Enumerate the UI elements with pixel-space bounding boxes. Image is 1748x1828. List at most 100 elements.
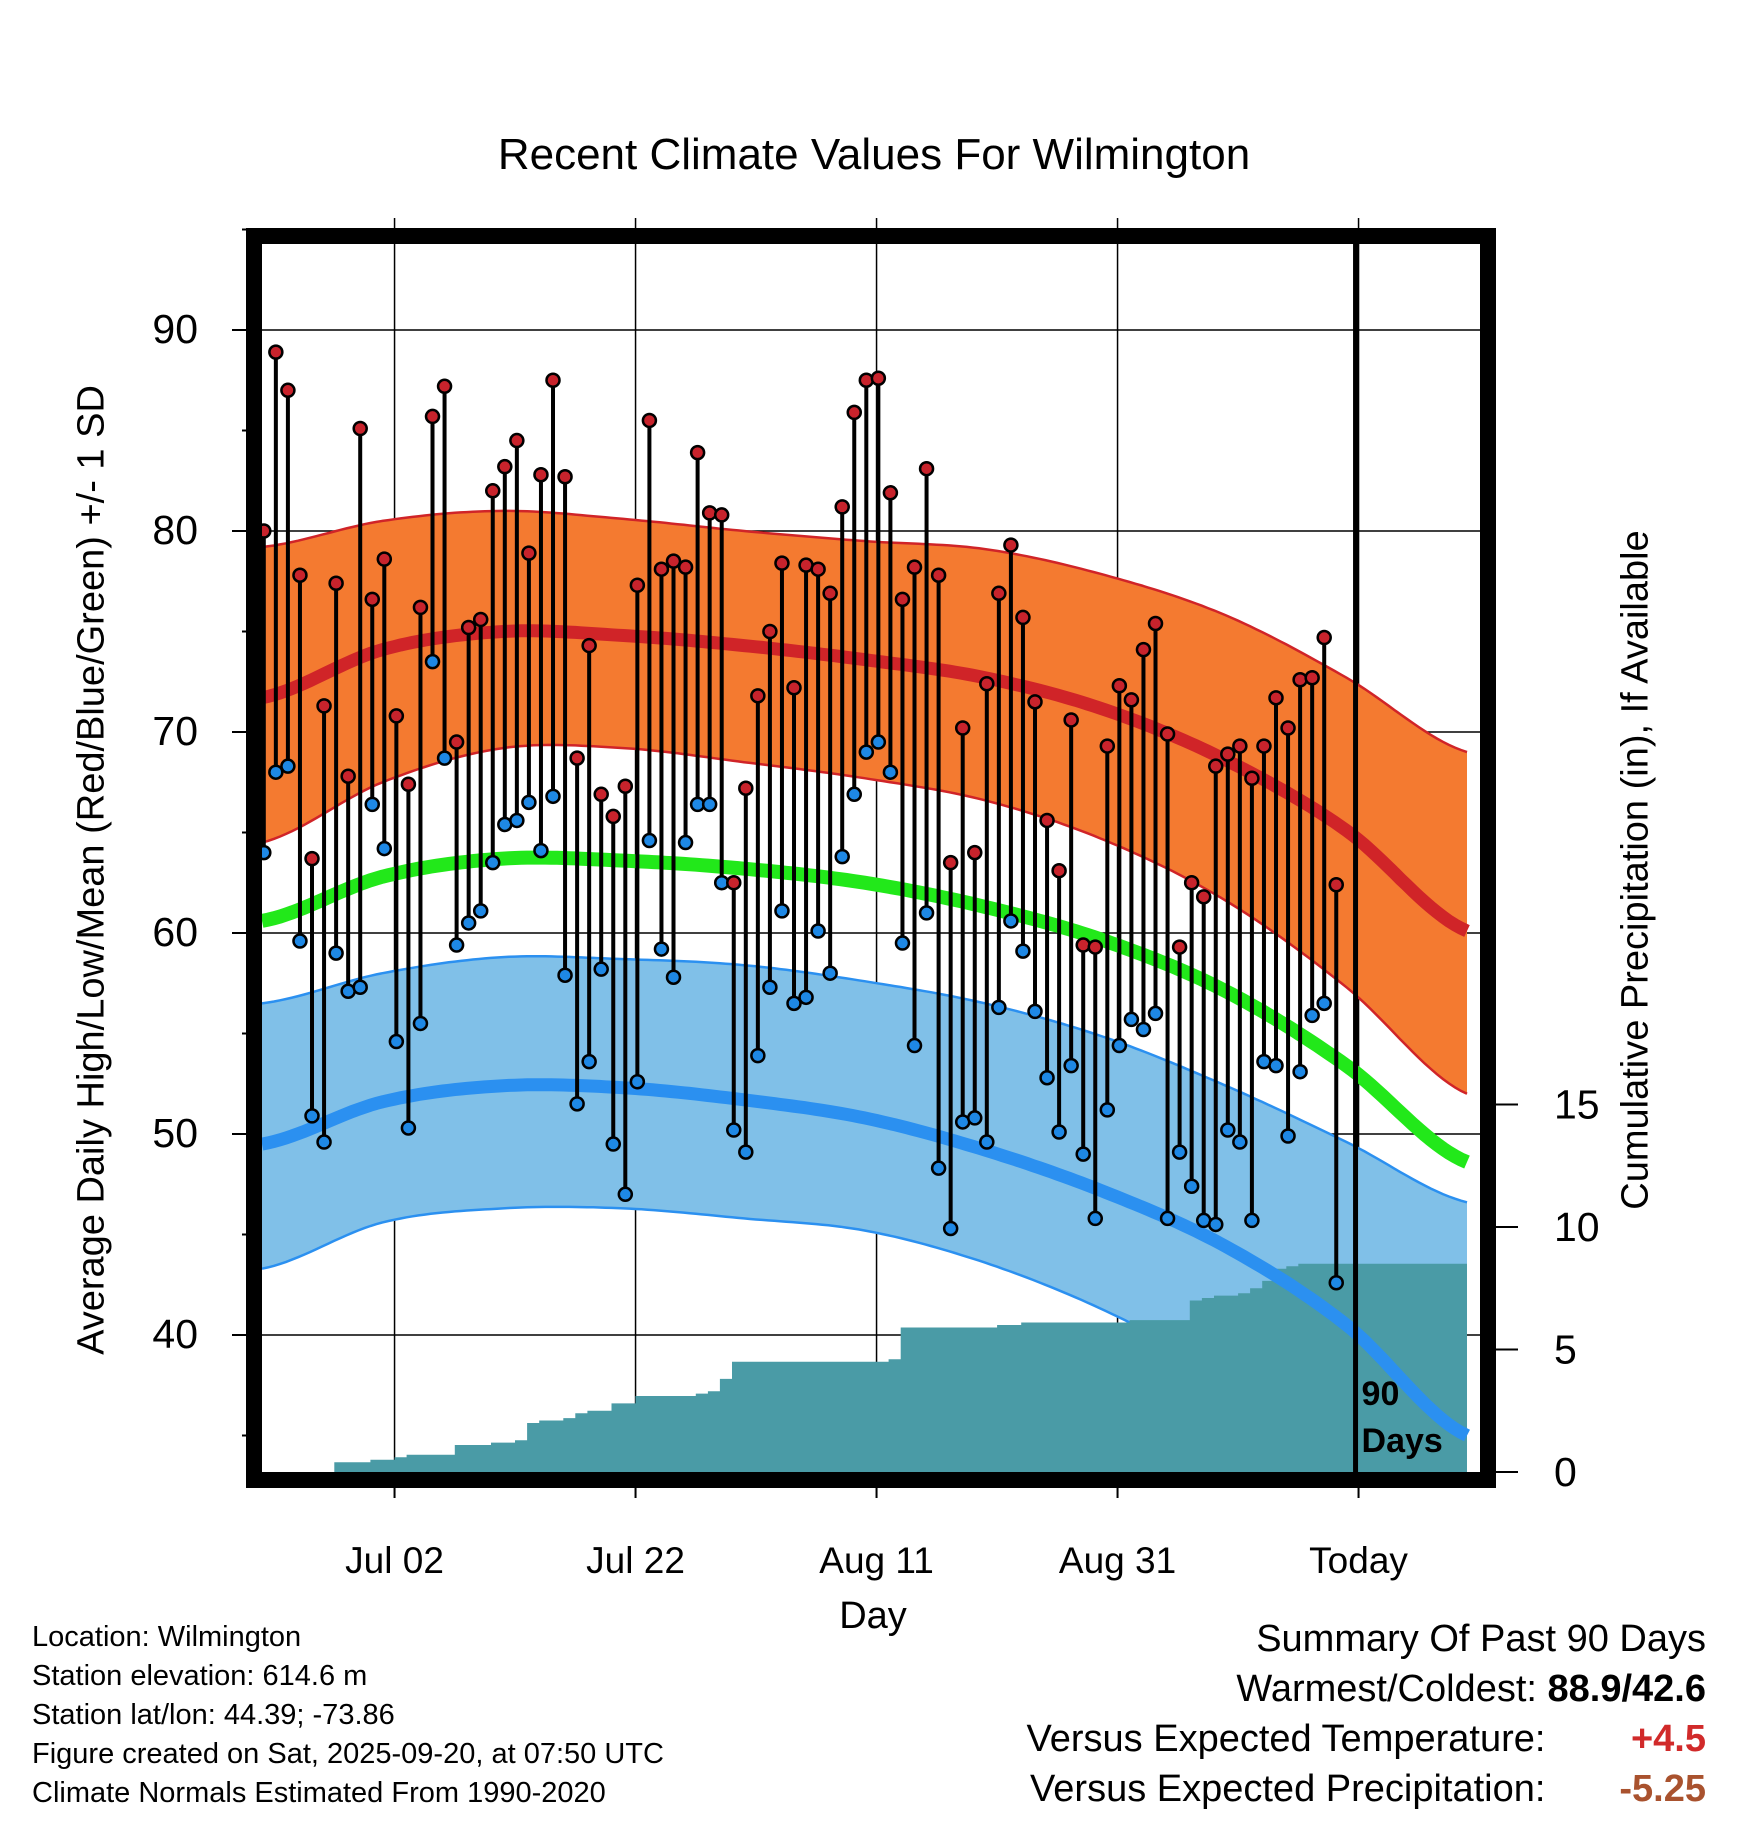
daily-high-point	[1135, 641, 1152, 658]
daily-high-point	[1280, 720, 1296, 736]
daily-low-point	[846, 786, 863, 803]
daily-high-point	[942, 854, 959, 871]
daily-high-point	[436, 378, 453, 395]
daily-low-point	[930, 1160, 947, 1176]
y-right-tick-label: 10	[1554, 1204, 1600, 1250]
daily-low-point	[810, 923, 826, 939]
daily-high-point	[593, 786, 609, 803]
daily-high-point	[448, 734, 465, 750]
daily-low-point	[304, 1108, 320, 1124]
daily-high-point	[460, 619, 477, 636]
daily-high-point	[1159, 726, 1176, 742]
daily-high-point	[497, 458, 513, 475]
precip-departure-label: Versus Expected Precipitation:	[1030, 1768, 1546, 1810]
daily-high-point	[954, 720, 971, 736]
info-location: Location: Wilmington	[32, 1621, 302, 1653]
daily-high-point	[1183, 875, 1200, 891]
daily-low-point	[701, 796, 718, 813]
daily-low-point	[653, 941, 670, 957]
daily-high-point	[1171, 939, 1188, 955]
daily-low-point	[448, 937, 465, 953]
daily-high-point	[786, 680, 802, 696]
daily-low-point	[1111, 1037, 1128, 1054]
daily-high-point	[1051, 862, 1067, 879]
x-tick-label: Today	[1309, 1540, 1408, 1581]
daily-high-point	[316, 698, 332, 714]
daily-low-point	[400, 1120, 417, 1136]
x-tick-label: Aug 31	[1059, 1540, 1176, 1581]
daily-high-point	[1244, 770, 1260, 786]
daily-low-point	[1159, 1210, 1176, 1227]
daily-high-point	[352, 420, 368, 437]
y-tick-label: 60	[152, 909, 198, 955]
daily-low-point	[617, 1186, 634, 1203]
x-tick-label: Aug 11	[819, 1540, 934, 1581]
high-sd-lower-edge	[261, 743, 1468, 1095]
daily-high-point	[328, 575, 344, 592]
daily-high-point	[412, 599, 429, 616]
precip-departure-value: -5.25	[1619, 1768, 1706, 1810]
daily-high-point	[1232, 738, 1248, 754]
daily-low-point	[605, 1136, 622, 1152]
daily-high-point	[364, 591, 381, 608]
daily-low-point	[750, 1047, 766, 1064]
y-tick-label: 40	[152, 1311, 198, 1357]
daily-low-point	[991, 999, 1007, 1016]
today-label-days-count: 90	[1362, 1375, 1400, 1413]
daily-high-point	[1195, 889, 1212, 905]
daily-low-point	[1292, 1063, 1308, 1080]
normal-low-line	[260, 1078, 1470, 1442]
info-elevation: Station elevation: 614.6 m	[32, 1660, 368, 1692]
daily-low-point	[1183, 1178, 1200, 1195]
daily-low-point	[1015, 943, 1031, 959]
daily-low-point	[460, 915, 477, 931]
daily-low-point	[268, 764, 284, 780]
daily-high-point	[340, 768, 356, 784]
daily-low-point	[316, 1134, 332, 1150]
daily-low-point	[641, 832, 658, 849]
daily-low-point	[509, 812, 525, 829]
daily-high-point	[569, 750, 585, 766]
daily-high-point	[689, 444, 706, 461]
daily-low-point	[665, 969, 682, 985]
daily-high-point	[509, 432, 525, 449]
daily-high-point	[918, 460, 935, 477]
y-axis-label-left: Average Daily High/Low/Mean (Red/Blue/Gr…	[70, 385, 113, 1355]
daily-low-point	[1304, 1007, 1320, 1024]
daily-high-point	[605, 808, 622, 825]
x-tick-label: Jul 02	[345, 1540, 444, 1581]
daily-high-point	[1208, 758, 1224, 774]
daily-high-point	[906, 559, 923, 575]
daily-low-point	[1063, 1057, 1079, 1074]
y-tick-label: 50	[152, 1110, 198, 1156]
daily-low-point	[882, 764, 899, 780]
daily-low-point	[581, 1053, 597, 1070]
daily-low-point	[388, 1033, 405, 1050]
daily-high-point	[834, 499, 850, 515]
daily-high-point	[1268, 690, 1284, 706]
info-created: Figure created on Sat, 2025-09-20, at 07…	[32, 1738, 664, 1770]
daily-high-point	[665, 553, 682, 569]
daily-low-point	[1220, 1122, 1236, 1138]
daily-low-point	[762, 979, 778, 996]
daily-high-point	[774, 555, 790, 571]
daily-low-point	[292, 933, 308, 949]
daily-high-point	[677, 559, 694, 575]
daily-low-point	[1268, 1057, 1284, 1074]
daily-high-point	[738, 780, 754, 797]
daily-high-point	[894, 591, 911, 608]
daily-low-point	[1003, 913, 1019, 929]
daily-low-point	[822, 965, 838, 981]
daily-high-point	[979, 676, 995, 692]
daily-low-point	[280, 758, 296, 774]
daily-high-point	[991, 585, 1007, 602]
daily-low-point	[774, 903, 790, 919]
y-axis-label-right: Cumulative Precipitation (in), If Availa…	[1614, 530, 1657, 1210]
summary-panel: Summary Of Past 90 Days Warmest/Coldest:…	[1027, 1614, 1706, 1814]
daily-low-point	[424, 653, 441, 670]
daily-high-point	[545, 372, 561, 388]
daily-low-point	[557, 967, 573, 983]
daily-high-point	[388, 708, 405, 724]
daily-high-point	[376, 551, 393, 567]
daily-high-point	[1087, 939, 1104, 955]
